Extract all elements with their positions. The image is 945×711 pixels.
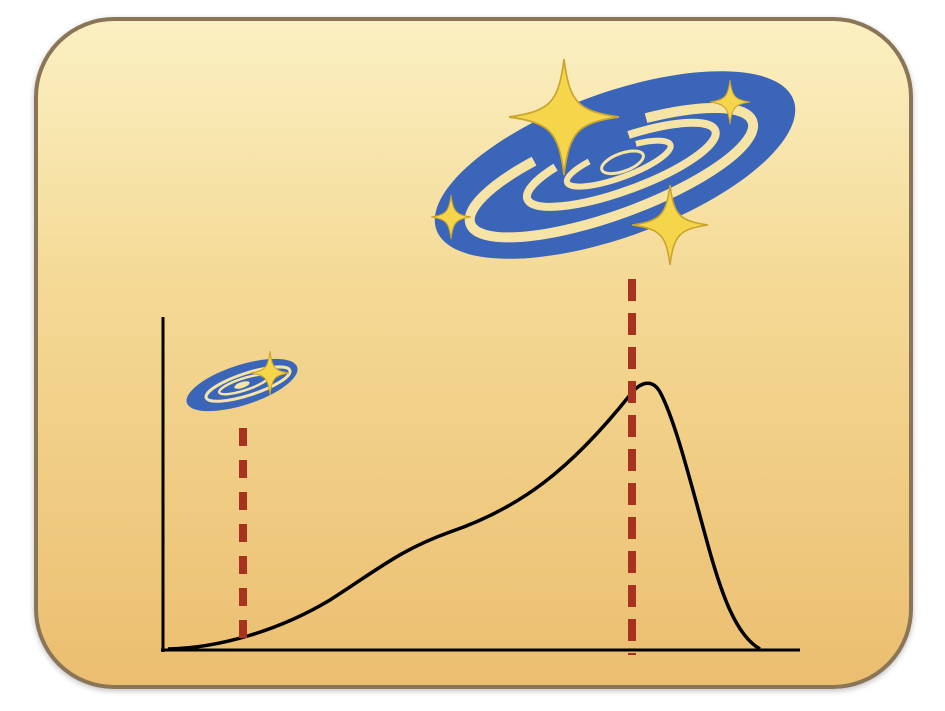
large-galaxy-icon [434, 71, 796, 259]
small-galaxy-icon [186, 358, 298, 412]
growth-curve [167, 381, 761, 651]
